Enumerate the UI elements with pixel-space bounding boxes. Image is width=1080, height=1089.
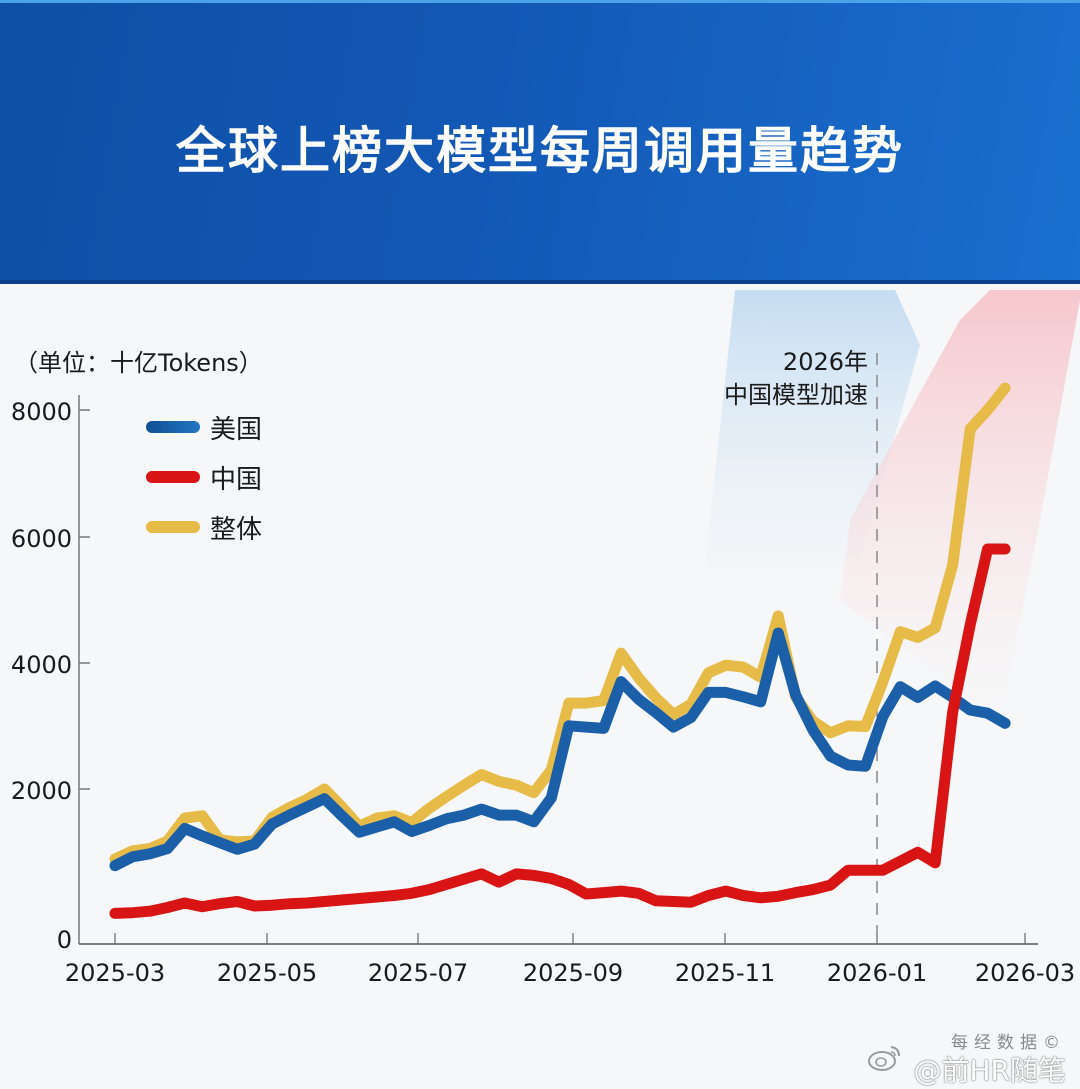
china-series-line	[109, 543, 1011, 919]
y-tick-label: 6000	[11, 525, 72, 553]
us-series-line	[109, 627, 1011, 872]
x-tick-label: 2025-09	[523, 959, 623, 987]
legend-item-us: 美国	[146, 402, 262, 452]
series-lines	[109, 382, 1011, 919]
x-tick-label: 2025-11	[675, 959, 775, 987]
legend-label-china: 中国	[210, 464, 263, 495]
watermark-handle: @前HR随笔	[913, 1054, 1066, 1087]
annotation-year: 2026年	[782, 348, 868, 376]
legend-swatch-us	[146, 421, 200, 433]
x-tick-label: 2025-07	[368, 959, 468, 987]
x-tick-label: 2025-05	[217, 959, 317, 987]
legend-swatch-overall	[146, 521, 200, 533]
legend-item-china: 中国	[146, 452, 262, 502]
y-tick-label: 8000	[11, 398, 72, 426]
legend-item-overall: 整体	[146, 502, 262, 552]
legend-label-overall: 整体	[210, 514, 263, 545]
watermark-source: 每经数据©	[951, 1033, 1066, 1053]
annotation-text: 中国模型加速	[724, 381, 868, 409]
weibo-icon	[868, 1046, 901, 1071]
watermark: 每经数据© @前HR随笔	[868, 1028, 1066, 1089]
y-axis-ticks: 0 2000 4000 6000 8000	[11, 398, 90, 954]
x-tick-label: 2026-01	[827, 959, 927, 987]
banner-divider	[0, 280, 1080, 284]
chart-annotation: 2026年 中国模型加速	[724, 346, 868, 412]
title-banner: 全球上榜大模型每周调用量趋势	[0, 0, 1080, 283]
x-tick-label: 2025-03	[65, 959, 165, 987]
chart-title: 全球上榜大模型每周调用量趋势	[176, 122, 904, 180]
legend-label-us: 美国	[210, 414, 263, 445]
y-tick-label: 0	[57, 926, 72, 954]
legend-swatch-china	[146, 471, 200, 483]
chart-legend: 美国 中国 整体	[146, 402, 262, 552]
x-tick-label: 2026-03	[975, 959, 1075, 987]
y-tick-label: 2000	[11, 777, 72, 805]
x-axis-ticks: 2025-03 2025-05 2025-07 2025-09 2025-11 2026-…	[65, 933, 1075, 987]
y-tick-label: 4000	[11, 651, 72, 679]
y-axis-unit-label: （单位：十亿Tokens）	[14, 349, 263, 377]
